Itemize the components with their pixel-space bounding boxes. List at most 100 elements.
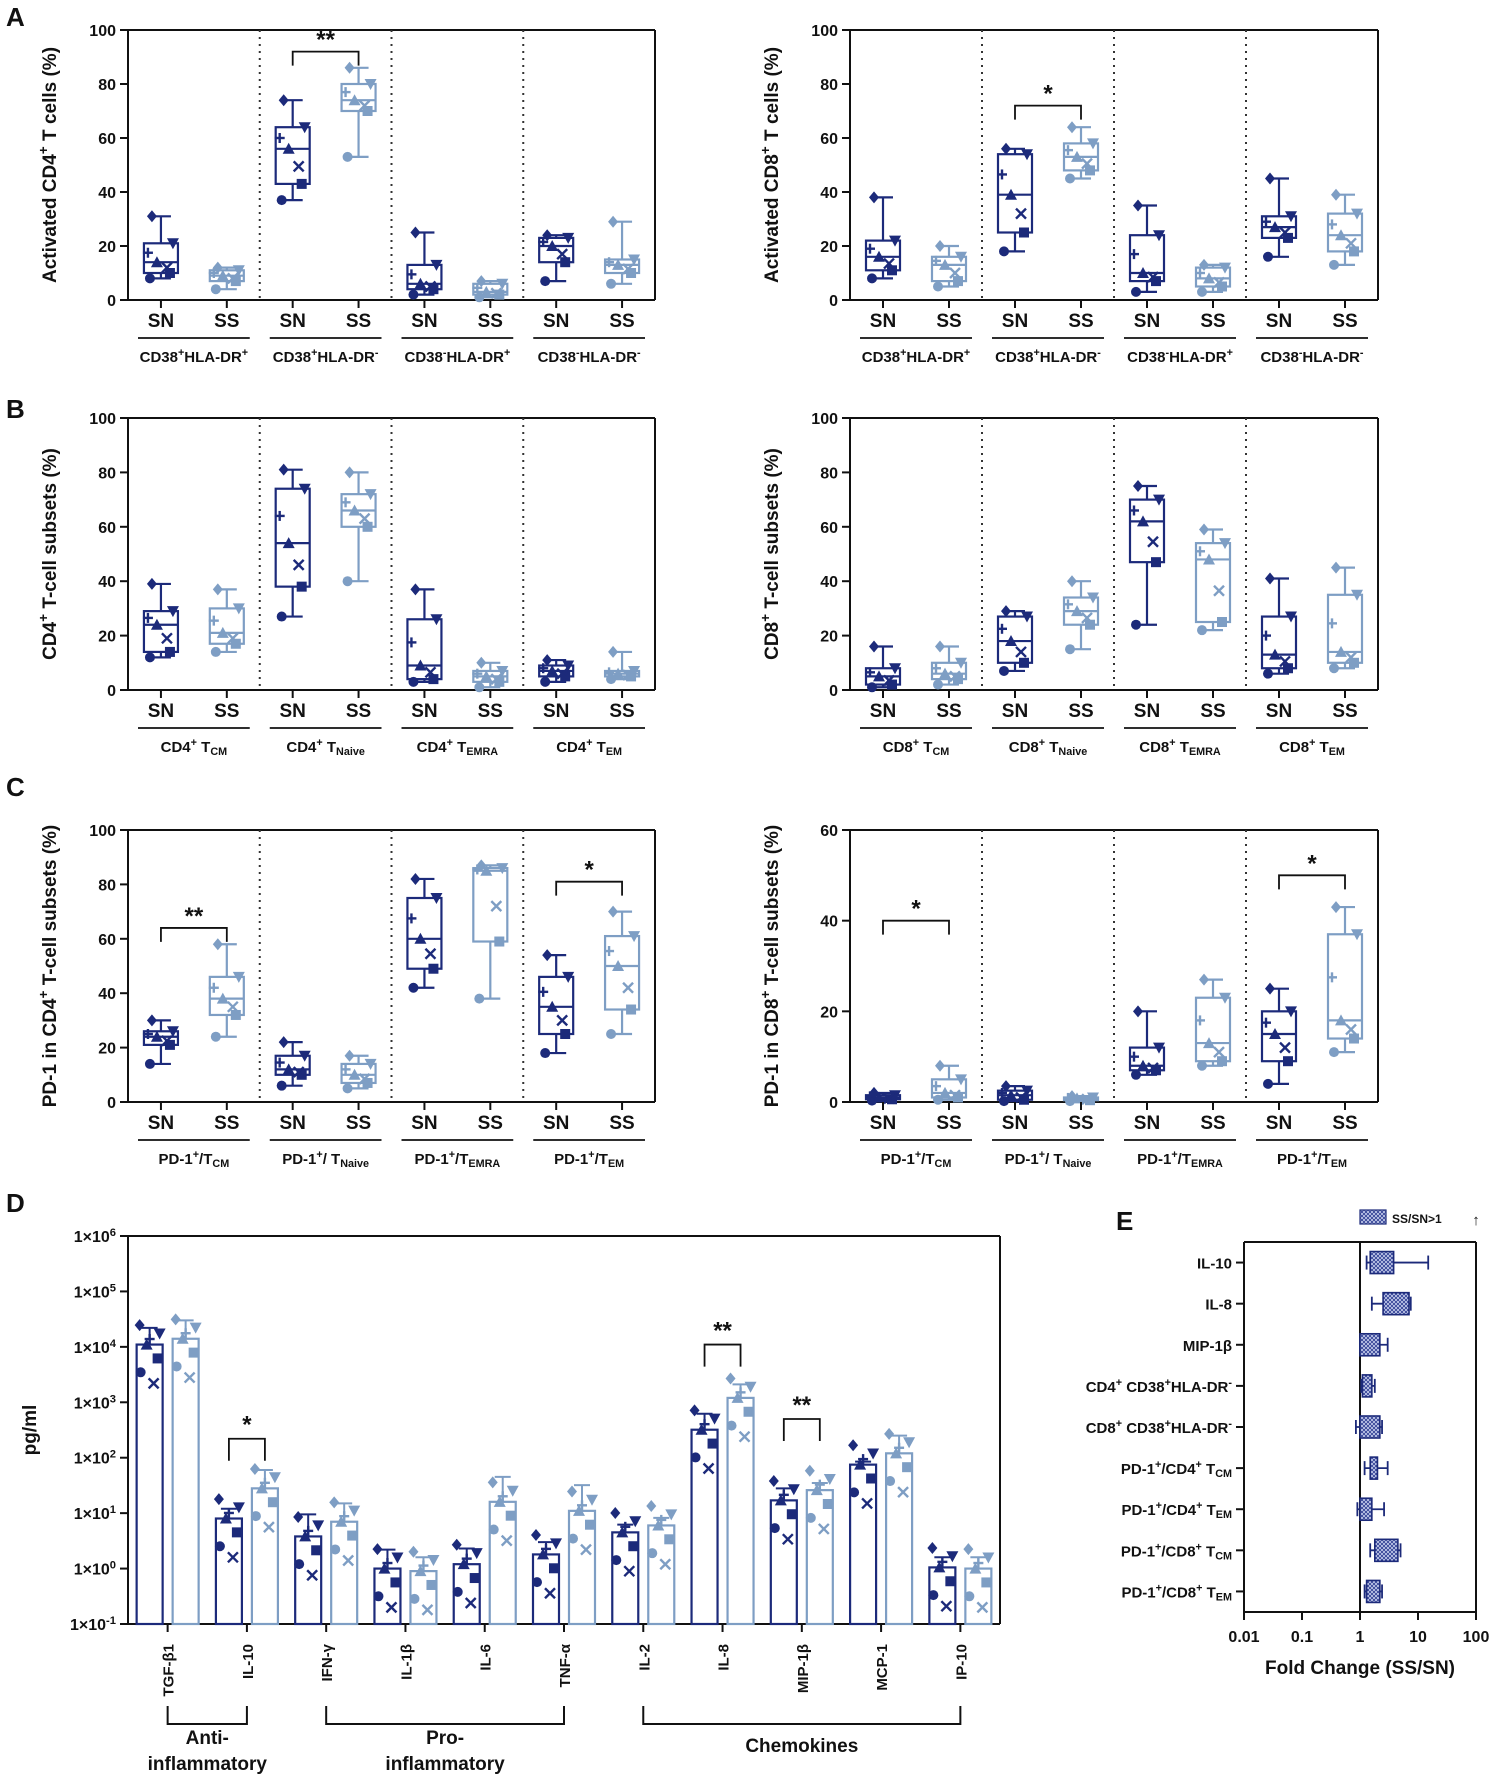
fold-box <box>1365 1579 1381 1604</box>
significance-bracket <box>1278 874 1346 890</box>
label-part: EM <box>1216 1509 1232 1521</box>
label-part: + <box>1116 1377 1122 1389</box>
label-part: + <box>758 991 773 999</box>
label-part: + <box>758 146 773 154</box>
data-point <box>1213 1046 1225 1058</box>
label-part: + <box>1039 737 1045 749</box>
data-point <box>1351 929 1363 941</box>
row-label: CD4+ CD38+HLA-DR- <box>1086 1377 1233 1396</box>
significance-bracket <box>782 1418 821 1441</box>
legend-label: SS/SN>1 <box>1392 1212 1442 1226</box>
group-label: SS <box>1332 701 1357 722</box>
label-part: EM <box>606 746 622 758</box>
y-tick-label: 60 <box>98 520 116 537</box>
data-point <box>1349 246 1359 257</box>
y-tick-label: 0 <box>107 1095 116 1112</box>
data-point <box>623 1565 636 1578</box>
data-point <box>889 235 901 247</box>
data-point <box>628 931 641 943</box>
data-point <box>250 1511 261 1522</box>
fold-box <box>1374 1538 1399 1563</box>
y-tick-label: 1×10-1 <box>70 1615 116 1634</box>
label-part: CD38 <box>538 349 576 366</box>
data-point <box>227 1551 239 1564</box>
data-point <box>1345 237 1357 250</box>
data-point <box>410 583 421 596</box>
data-point <box>1197 625 1207 636</box>
box <box>1194 542 1232 624</box>
data-point <box>494 936 505 947</box>
label-part: CD8 <box>1086 1420 1116 1437</box>
data-point <box>560 1029 571 1039</box>
data-point <box>822 1498 833 1509</box>
significance-stars: ** <box>713 1318 732 1345</box>
data-point <box>695 1423 708 1435</box>
x-tick-label: 0.01 <box>1228 1629 1259 1646</box>
row-label: PD-1+/CD4+ TCM <box>1121 1459 1232 1480</box>
label-part: PD-1 <box>282 1151 316 1168</box>
group-label: SS <box>1200 311 1225 332</box>
label-part: Activated CD4 <box>40 154 61 283</box>
data-point <box>1265 982 1275 995</box>
label-part: EMRA <box>466 746 498 758</box>
significance-bracket <box>228 1437 266 1461</box>
data-point <box>867 1448 880 1460</box>
data-point <box>612 258 625 270</box>
label-part: /CD4 <box>1161 1461 1196 1478</box>
data-point <box>884 1427 895 1440</box>
group-label: SS <box>214 701 239 722</box>
data-point <box>1349 1033 1359 1044</box>
label-part: Naive <box>1063 1158 1092 1170</box>
label-part: PD-1 in CD8 <box>762 999 783 1108</box>
group-label: SS <box>936 311 961 332</box>
data-point <box>230 638 241 649</box>
group-label: SS <box>1068 311 1093 332</box>
tick-exponent: 3 <box>110 1393 116 1405</box>
group-label: SN <box>1002 701 1028 722</box>
category-label: CD38-HLA-DR- <box>538 347 641 366</box>
label-part: T <box>1202 1543 1215 1560</box>
data-point <box>606 278 617 289</box>
bar <box>250 1487 280 1626</box>
group-label: SN <box>148 311 174 332</box>
group-label: inflammatory <box>148 1754 268 1774</box>
data-point <box>372 1543 383 1556</box>
data-point <box>969 1562 982 1574</box>
label-part: + <box>1309 737 1315 749</box>
label-part: T cells (%) <box>762 47 783 146</box>
data-point <box>298 122 311 134</box>
data-point <box>210 646 221 657</box>
data-point <box>1203 272 1215 284</box>
data-point <box>166 1026 179 1038</box>
data-point <box>1265 572 1275 585</box>
label-part: + <box>316 737 322 749</box>
label-part: T <box>919 739 932 756</box>
label-part: PD-1 <box>159 1151 193 1168</box>
category-label: PD-1+/TEMRA <box>415 1149 501 1170</box>
label-part: EMRA <box>1189 746 1221 758</box>
data-point <box>955 1074 967 1086</box>
data-point <box>1199 973 1209 986</box>
box <box>996 615 1034 664</box>
data-point <box>1087 592 1099 604</box>
y-tick-label: 100 <box>89 23 116 40</box>
data-point <box>568 1533 578 1544</box>
data-point <box>342 1554 355 1567</box>
data-point <box>964 1591 975 1602</box>
cytokine-label: IFN-γ <box>319 1643 336 1681</box>
label-part: HLA-DR <box>1169 349 1227 366</box>
y-tick-label: 20 <box>820 1004 838 1021</box>
group-label: SS <box>214 1113 239 1134</box>
y-tick-label: 0 <box>107 293 116 310</box>
data-point <box>278 1036 289 1049</box>
label-part: + <box>964 347 970 359</box>
data-point <box>344 466 355 479</box>
data-point <box>249 1462 260 1475</box>
data-point <box>299 1530 312 1542</box>
label-part: HLA-DR <box>446 349 504 366</box>
category-label: CD38-HLA-DR+ <box>404 347 510 366</box>
data-point <box>768 1474 779 1487</box>
data-point <box>161 1034 173 1047</box>
data-point <box>505 1510 516 1521</box>
label-part: Activated CD8 <box>762 154 783 283</box>
